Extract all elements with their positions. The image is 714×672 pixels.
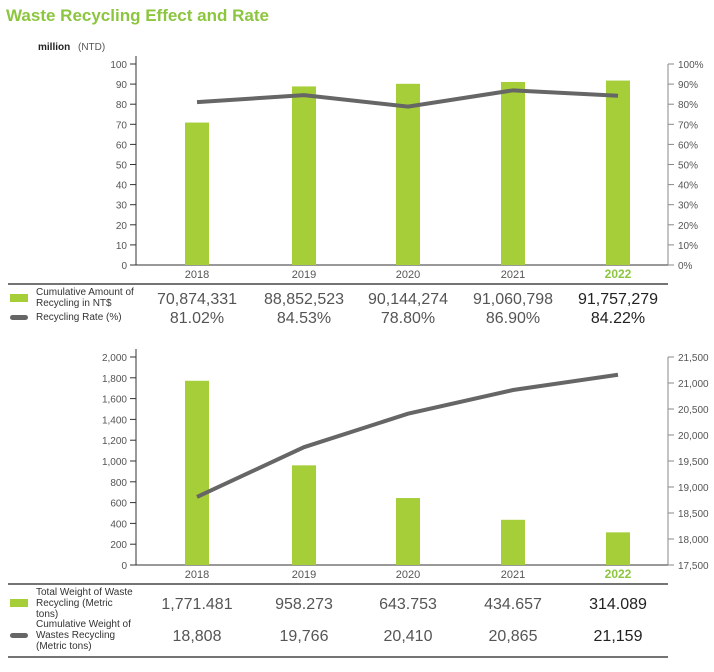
right-tick-label: 40% bbox=[678, 181, 698, 192]
x-tick-label: 2019 bbox=[292, 269, 316, 281]
right-tick-label: 18,000 bbox=[678, 535, 709, 546]
table-cell: 314.089 bbox=[589, 596, 647, 613]
table-cell: 84.22% bbox=[590, 310, 646, 327]
x-tick-label: 2020 bbox=[396, 269, 420, 281]
table-cell: 84.53% bbox=[276, 310, 332, 327]
table-cell: 78.80% bbox=[380, 310, 436, 327]
left-tick-label: 100 bbox=[110, 60, 127, 71]
right-tick-label: 30% bbox=[678, 201, 698, 212]
left-tick-label: 1,200 bbox=[102, 436, 127, 447]
table-cell: 90,144,274 bbox=[367, 291, 449, 308]
left-tick-label: 90 bbox=[116, 80, 128, 91]
bar-2022 bbox=[606, 532, 630, 565]
bar-2022 bbox=[606, 80, 630, 265]
left-tick-label: 200 bbox=[110, 540, 127, 551]
table-cell: 21,159 bbox=[593, 628, 643, 645]
left-tick-label: 400 bbox=[110, 519, 127, 530]
left-tick-label: 0 bbox=[121, 561, 127, 572]
right-tick-label: 19,000 bbox=[678, 483, 709, 494]
page-title: Waste Recycling Effect and Rate bbox=[6, 6, 269, 25]
table-cell: 91,757,279 bbox=[577, 291, 659, 308]
table-cell: 20,865 bbox=[488, 628, 538, 645]
left-tick-label: 10 bbox=[116, 241, 128, 252]
bar-2020 bbox=[396, 498, 420, 565]
bar-2018 bbox=[185, 380, 209, 565]
table-cell: 18,808 bbox=[172, 628, 222, 645]
right-tick-label: 0% bbox=[678, 261, 693, 272]
table-cell: 91,060,798 bbox=[472, 291, 554, 308]
table-cell: 19,766 bbox=[279, 628, 329, 645]
right-tick-label: 80% bbox=[678, 100, 698, 111]
left-axis-unit: (NTD) bbox=[78, 42, 105, 53]
left-tick-label: 800 bbox=[110, 478, 127, 489]
right-tick-label: 21,500 bbox=[678, 353, 709, 364]
right-tick-label: 100% bbox=[678, 60, 704, 71]
right-tick-label: 20,500 bbox=[678, 405, 709, 416]
right-tick-label: 10% bbox=[678, 241, 698, 252]
table-cell: 86.90% bbox=[485, 310, 541, 327]
right-tick-label: 60% bbox=[678, 140, 698, 151]
table-cell: 434.657 bbox=[484, 596, 542, 613]
table-cell: 20,410 bbox=[383, 628, 433, 645]
right-tick-label: 20,000 bbox=[678, 431, 709, 442]
left-tick-label: 1,400 bbox=[102, 415, 127, 426]
left-tick-label: 0 bbox=[121, 261, 127, 272]
left-tick-label: 40 bbox=[116, 181, 128, 192]
left-tick-label: 20 bbox=[116, 221, 128, 232]
right-tick-label: 21,000 bbox=[678, 379, 709, 390]
series-line bbox=[196, 372, 619, 499]
legend-label: Cumulative Amount of Recycling in NT$ bbox=[36, 287, 134, 309]
left-tick-label: 50 bbox=[116, 161, 128, 172]
x-tick-label: 2022 bbox=[605, 267, 632, 281]
bar-2019 bbox=[292, 465, 316, 565]
legend-swatch bbox=[10, 633, 28, 638]
left-tick-label: 1,000 bbox=[102, 457, 127, 468]
right-tick-label: 18,500 bbox=[678, 509, 709, 520]
right-tick-label: 70% bbox=[678, 120, 698, 131]
x-tick-label: 2022 bbox=[605, 567, 632, 581]
table-cell: 88,852,523 bbox=[263, 291, 345, 308]
x-tick-label: 2019 bbox=[292, 569, 316, 581]
x-tick-label: 2021 bbox=[501, 269, 525, 281]
right-tick-label: 50% bbox=[678, 161, 698, 172]
legend-swatch bbox=[10, 294, 28, 302]
left-tick-label: 80 bbox=[116, 100, 128, 111]
table-cell: 70,874,331 bbox=[156, 291, 238, 308]
right-tick-label: 17,500 bbox=[678, 561, 709, 572]
bar-2019 bbox=[292, 86, 316, 265]
bar-2018 bbox=[185, 122, 209, 265]
left-tick-label: 60 bbox=[116, 140, 128, 151]
bar-2020 bbox=[396, 83, 420, 265]
left-axis-unit-bold: million bbox=[38, 42, 70, 53]
bar-2021 bbox=[501, 519, 525, 565]
x-tick-label: 2021 bbox=[501, 569, 525, 581]
left-tick-label: 1,800 bbox=[102, 374, 127, 385]
left-tick-label: 600 bbox=[110, 499, 127, 510]
table-cell: 958.273 bbox=[275, 596, 333, 613]
right-tick-label: 90% bbox=[678, 80, 698, 91]
left-tick-label: 70 bbox=[116, 120, 128, 131]
x-tick-label: 2018 bbox=[185, 269, 209, 281]
x-tick-label: 2018 bbox=[185, 569, 209, 581]
legend-label: Recycling Rate (%) bbox=[36, 311, 122, 323]
legend-swatch bbox=[10, 315, 28, 320]
left-tick-label: 30 bbox=[116, 201, 128, 212]
table-cell: 643.753 bbox=[379, 596, 437, 613]
left-tick-label: 2,000 bbox=[102, 353, 127, 364]
legend-swatch bbox=[10, 599, 28, 607]
x-tick-label: 2020 bbox=[396, 569, 420, 581]
legend-label: Total Weight of Waste Recycling (Metric … bbox=[36, 586, 133, 620]
table-cell: 1,771.481 bbox=[161, 596, 233, 613]
legend-label: Cumulative Weight of Wastes Recycling (M… bbox=[36, 618, 131, 652]
right-tick-label: 19,500 bbox=[678, 457, 709, 468]
table-cell: 81.02% bbox=[169, 310, 225, 327]
bar-2021 bbox=[501, 81, 525, 265]
right-tick-label: 20% bbox=[678, 221, 698, 232]
left-tick-label: 1,600 bbox=[102, 395, 127, 406]
